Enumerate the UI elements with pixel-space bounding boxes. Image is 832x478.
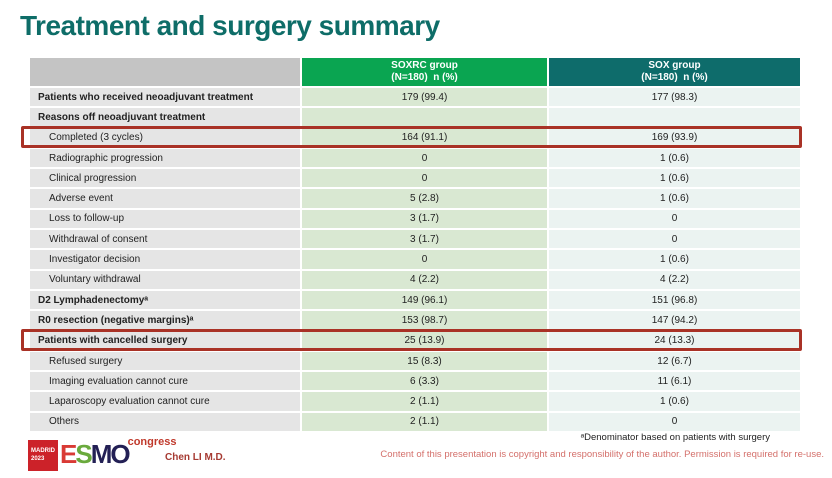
sox-value: 147 (94.2)	[547, 311, 800, 330]
sox-value: 1 (0.6)	[547, 148, 800, 168]
sox-value: 1 (0.6)	[547, 250, 800, 269]
row-label: Laparoscopy evaluation cannot cure	[30, 392, 300, 411]
row-label: Adverse event	[30, 189, 300, 208]
soxrc-value: 0	[300, 250, 547, 269]
esmo-congress-logo: MADRID 2023 ESMO congress	[28, 436, 177, 471]
copyright-notice: Content of this presentation is copyrigh…	[380, 449, 824, 460]
row-label: Loss to follow-up	[30, 209, 300, 229]
row-label: Patients with cancelled surgery	[30, 331, 300, 350]
sox-value: 0	[547, 230, 800, 249]
table-row: Completed (3 cycles) 164 (91.1) 169 (93.9)	[21, 125, 802, 149]
row-label: Clinical progression	[30, 169, 300, 188]
logo-city: MADRID	[31, 447, 55, 454]
table-row: Patients who received neoadjuvant treatm…	[30, 88, 800, 109]
slide-title: Treatment and surgery summary	[20, 10, 440, 41]
soxrc-value: 15 (8.3)	[300, 351, 547, 371]
table-row: Others 2 (1.1) 0	[30, 412, 800, 434]
soxrc-value: 4 (2.2)	[300, 270, 547, 289]
esmo-letter-s: S	[75, 439, 92, 469]
row-label: Patients who received neoadjuvant treatm…	[30, 88, 300, 107]
sox-value: 12 (6.7)	[547, 351, 800, 371]
soxrc-value: 5 (2.8)	[300, 189, 547, 208]
row-label: Withdrawal of consent	[30, 230, 300, 249]
soxrc-value: 164 (91.1)	[300, 128, 547, 147]
table-row: Laparoscopy evaluation cannot cure 2 (1.1…	[30, 392, 800, 413]
soxrc-value: 2 (1.1)	[300, 392, 547, 411]
esmo-letter-e: E	[60, 439, 77, 469]
denominator-footnote: ᵃDenominator based on patients with surg…	[580, 432, 770, 443]
soxrc-value	[300, 108, 547, 127]
table-row: Patients with cancelled surgery 25 (13.9)…	[21, 328, 802, 352]
soxrc-value: 3 (1.7)	[300, 230, 547, 249]
soxrc-value: 0	[300, 148, 547, 168]
sox-group-name: SOX group	[648, 59, 701, 71]
sox-value: 0	[547, 412, 800, 432]
sox-value: 177 (98.3)	[547, 88, 800, 107]
table-row: Reasons off neoadjuvant treatment	[30, 108, 800, 129]
header-soxrc-group: SOXRC group (N=180) n (%)	[300, 58, 547, 88]
soxrc-value: 2 (1.1)	[300, 412, 547, 432]
sox-value: 11 (6.1)	[547, 372, 800, 391]
table-row: Radiographic progression 0 1 (0.6)	[30, 148, 800, 170]
soxrc-value: 149 (96.1)	[300, 290, 547, 310]
sox-value: 169 (93.9)	[547, 128, 800, 147]
row-label: Reasons off neoadjuvant treatment	[30, 108, 300, 127]
table-row: Refused surgery 15 (8.3) 12 (6.7)	[30, 351, 800, 373]
table-row: Imaging evaluation cannot cure 6 (3.3) 11 …	[30, 372, 800, 393]
sox-value: 151 (96.8)	[547, 290, 800, 310]
esmo-letter-m: M	[90, 439, 113, 469]
sox-group-n: (N=180) n (%)	[641, 72, 708, 83]
row-label: Investigator decision	[30, 250, 300, 269]
soxrc-value: 3 (1.7)	[300, 209, 547, 229]
header-label-cell	[30, 58, 300, 88]
row-label: Voluntary withdrawal	[30, 270, 300, 289]
esmo-wordmark: ESMO	[60, 437, 131, 471]
sox-value: 1 (0.6)	[547, 392, 800, 411]
row-label: Radiographic progression	[30, 148, 300, 168]
madrid-2023-badge: MADRID 2023	[28, 440, 58, 471]
table-row: Loss to follow-up 3 (1.7) 0	[30, 209, 800, 231]
soxrc-value: 153 (98.7)	[300, 311, 547, 330]
sox-value: 1 (0.6)	[547, 189, 800, 208]
soxrc-value: 6 (3.3)	[300, 372, 547, 391]
sox-value: 4 (2.2)	[547, 270, 800, 289]
row-label: Imaging evaluation cannot cure	[30, 372, 300, 391]
row-label: Completed (3 cycles)	[30, 128, 300, 147]
soxrc-value: 25 (13.9)	[300, 331, 547, 350]
soxrc-group-n: (N=180) n (%)	[391, 72, 458, 83]
table-row: Voluntary withdrawal 4 (2.2) 4 (2.2)	[30, 270, 800, 291]
sox-value: 0	[547, 209, 800, 229]
soxrc-group-name: SOXRC group	[391, 59, 458, 71]
table-row: Investigator decision 0 1 (0.6)	[30, 250, 800, 271]
logo-year: 2023	[31, 455, 45, 462]
soxrc-value: 179 (99.4)	[300, 88, 547, 107]
treatment-surgery-table: SOXRC group (N=180) n (%) SOX group (N=1…	[21, 58, 802, 434]
table-row: D2 Lymphadenectomyᵃ 149 (96.1) 151 (96.8)	[30, 290, 800, 312]
esmo-letter-o: O	[110, 439, 130, 469]
table-body: Patients who received neoadjuvant treatm…	[21, 88, 802, 434]
header-sox-group: SOX group (N=180) n (%)	[547, 58, 800, 88]
table-row: Withdrawal of consent 3 (1.7) 0	[30, 230, 800, 251]
row-label: Others	[30, 412, 300, 432]
row-label: Refused surgery	[30, 351, 300, 371]
sox-value: 24 (13.3)	[547, 331, 800, 350]
sox-value	[547, 108, 800, 127]
sox-value: 1 (0.6)	[547, 169, 800, 188]
row-label: D2 Lymphadenectomyᵃ	[30, 290, 300, 310]
congress-label: congress	[127, 436, 177, 448]
author-credit: Chen LI M.D.	[165, 452, 226, 463]
table-row: Adverse event 5 (2.8) 1 (0.6)	[30, 189, 800, 210]
table-row: R0 resection (negative margins)ᵃ 153 (98.…	[30, 311, 800, 332]
soxrc-value: 0	[300, 169, 547, 188]
row-label: R0 resection (negative margins)ᵃ	[30, 311, 300, 330]
table-header-row: SOXRC group (N=180) n (%) SOX group (N=1…	[30, 58, 800, 88]
table-row: Clinical progression 0 1 (0.6)	[30, 169, 800, 190]
